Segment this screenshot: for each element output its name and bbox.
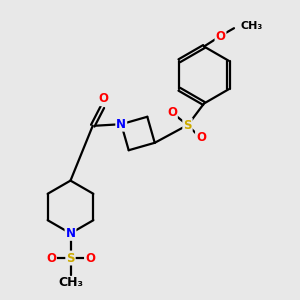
Text: O: O (167, 106, 177, 119)
Text: O: O (196, 131, 206, 144)
Text: O: O (85, 251, 95, 265)
Text: S: S (183, 118, 192, 132)
Text: CH₃: CH₃ (58, 276, 83, 289)
Text: N: N (65, 227, 76, 240)
Text: S: S (66, 251, 75, 265)
Text: O: O (46, 251, 56, 265)
Text: O: O (98, 92, 108, 105)
Text: O: O (215, 29, 226, 43)
Text: CH₃: CH₃ (241, 21, 263, 32)
Text: N: N (116, 118, 126, 131)
